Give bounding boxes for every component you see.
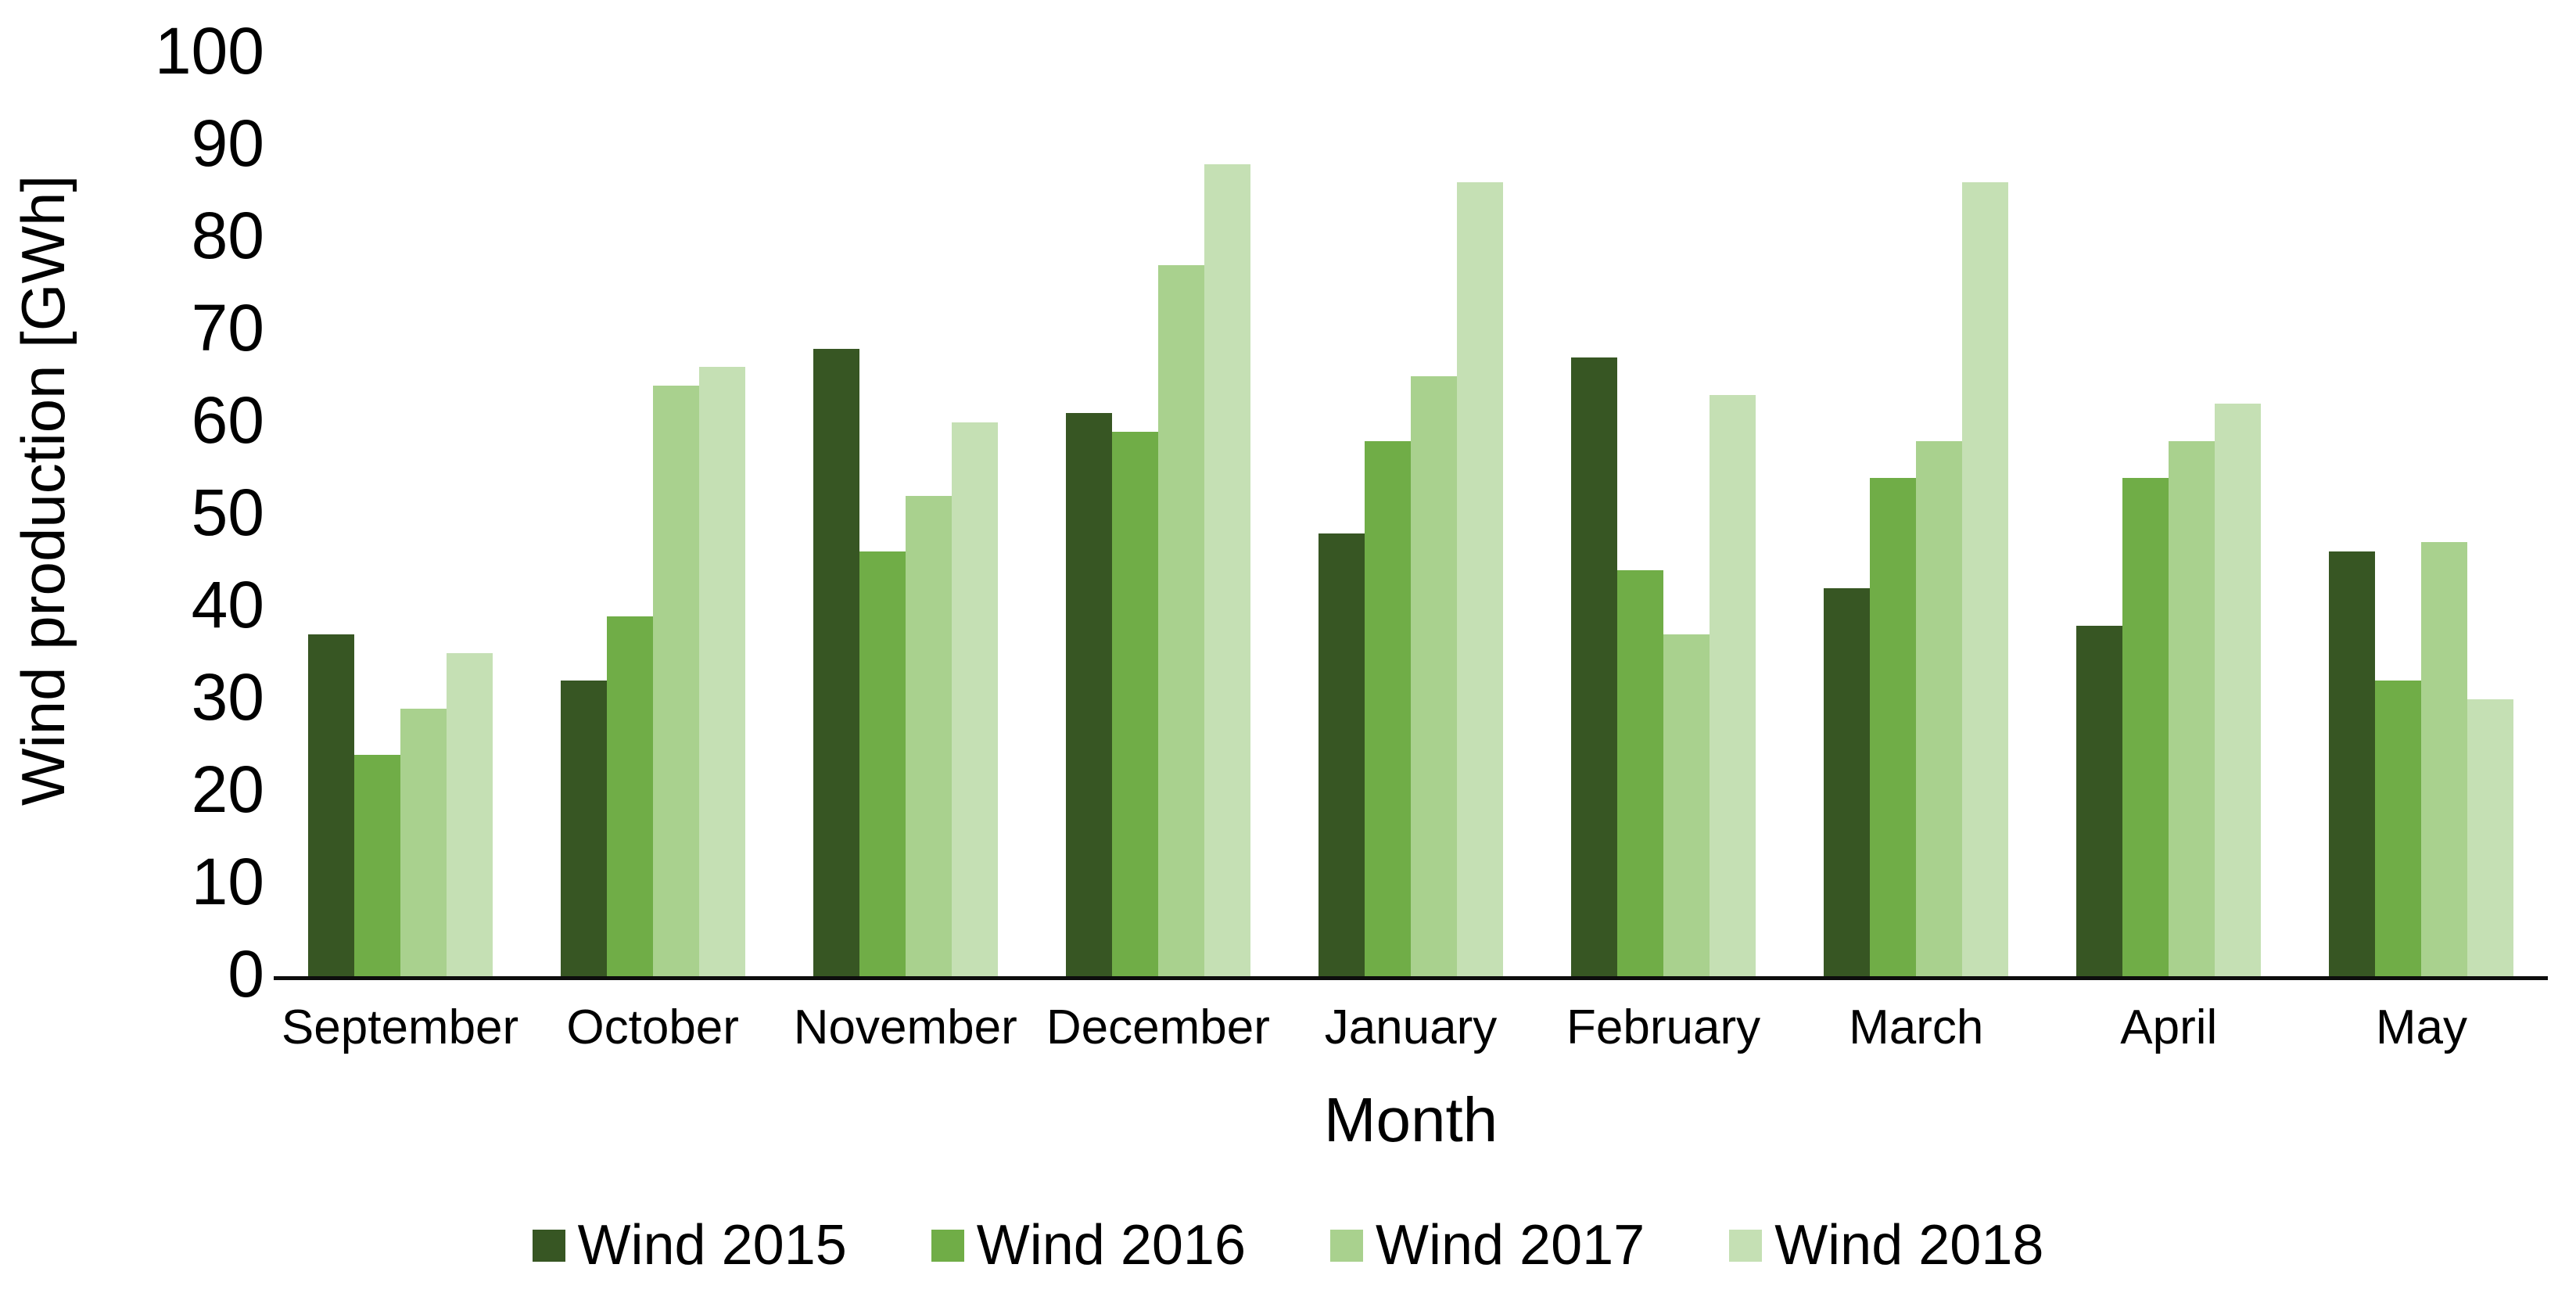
- bar-wind-2016: [353, 754, 400, 976]
- x-tick-label: April: [2120, 1000, 2218, 1054]
- x-axis-title: Month: [1323, 1085, 1498, 1155]
- bar-wind-2015: [1065, 413, 1112, 976]
- bar-wind-2015: [560, 681, 607, 976]
- bar-wind-2018: [1962, 182, 2009, 976]
- bar-group-may: May: [2295, 0, 2548, 1052]
- x-tick-label: May: [2375, 1000, 2467, 1054]
- bar-wind-2018: [698, 367, 745, 976]
- x-tick-label: September: [281, 1000, 519, 1054]
- bar-wind-2016: [1617, 569, 1664, 976]
- bar-wind-2015: [1318, 533, 1365, 976]
- y-tick-label: 60: [191, 383, 264, 457]
- bar-group-october: October: [526, 0, 779, 1052]
- bar-wind-2015: [813, 348, 859, 976]
- bar-wind-2017: [905, 496, 952, 976]
- y-tick-label: 30: [191, 660, 264, 734]
- legend-item-wind-2017: Wind 2017: [1330, 1217, 1645, 1273]
- bar-wind-2015: [307, 634, 354, 976]
- x-tick-label: January: [1324, 1000, 1498, 1054]
- bar-wind-2018: [2467, 699, 2514, 976]
- bar-wind-2017: [1157, 265, 1204, 976]
- legend: Wind 2015 Wind 2016 Wind 2017 Wind 2018: [0, 1211, 2576, 1280]
- legend-swatch: [1330, 1229, 1363, 1262]
- x-tick-label: December: [1046, 1000, 1270, 1054]
- bar-wind-2016: [1870, 477, 1917, 976]
- x-tick-label: October: [566, 1000, 739, 1054]
- bar-wind-2016: [859, 551, 906, 976]
- y-tick-label: 20: [191, 752, 264, 826]
- legend-item-wind-2015: Wind 2015: [532, 1214, 847, 1277]
- legend-swatch: [931, 1229, 964, 1262]
- bar-wind-2015: [1571, 357, 1618, 976]
- y-tick-label: 80: [191, 199, 264, 272]
- bar-groups: September October November December January F…: [274, 0, 2548, 1052]
- bar-group-march: March: [1790, 0, 2043, 1052]
- bar-wind-2015: [2329, 551, 2376, 976]
- bar-wind-2016: [1111, 431, 1158, 976]
- x-tick-label: February: [1566, 1000, 1761, 1054]
- x-tick-label: March: [1849, 1000, 1984, 1054]
- bar-wind-2018: [1710, 394, 1756, 976]
- bar-wind-2017: [400, 708, 447, 976]
- bar-wind-2016: [2375, 681, 2422, 976]
- bar-group-november: November: [779, 0, 1031, 1052]
- legend-swatch: [1729, 1229, 1763, 1262]
- bar-wind-2017: [2421, 542, 2468, 976]
- bar-wind-2016: [1364, 440, 1411, 976]
- legend-label: Wind 2018: [1774, 1214, 2044, 1277]
- bar-wind-2018: [1456, 182, 1503, 976]
- bar-wind-2018: [951, 422, 998, 976]
- y-tick-label: 50: [191, 476, 264, 549]
- bar-wind-2018: [1204, 163, 1250, 976]
- bar-wind-2017: [1663, 634, 1710, 976]
- legend-item-wind-2016: Wind 2016: [931, 1217, 1246, 1273]
- legend-label: Wind 2015: [577, 1214, 847, 1277]
- bar-wind-2017: [1916, 440, 1963, 976]
- bar-wind-2018: [446, 653, 493, 976]
- y-tick-label: 0: [228, 937, 264, 1011]
- bar-group-december: December: [1031, 0, 1284, 1052]
- bar-group-january: January: [1284, 0, 1537, 1052]
- bar-wind-2017: [2169, 440, 2215, 976]
- y-tick-label: 100: [154, 14, 264, 88]
- y-tick-label: 90: [191, 106, 264, 180]
- bar-group-february: February: [1537, 0, 1790, 1052]
- legend-swatch: [532, 1229, 565, 1262]
- y-tick-label: 40: [191, 568, 264, 641]
- bar-wind-2015: [1824, 588, 1871, 976]
- bar-wind-2016: [2122, 477, 2169, 976]
- bar-wind-2015: [2076, 625, 2123, 976]
- x-tick-label: November: [793, 1000, 1017, 1054]
- bar-wind-2018: [2215, 404, 2262, 976]
- y-tick-label: 70: [191, 291, 264, 365]
- bar-wind-2017: [1410, 376, 1457, 976]
- bar-wind-2017: [652, 385, 699, 976]
- legend-item-wind-2018: Wind 2018: [1729, 1217, 2043, 1273]
- legend-label: Wind 2016: [976, 1214, 1246, 1277]
- bar-wind-2016: [606, 616, 653, 976]
- y-tick-label: 10: [191, 845, 264, 918]
- bar-group-april: April: [2043, 0, 2295, 1052]
- plot-area: September October November December January F…: [274, 0, 2548, 1052]
- bar-group-september: September: [274, 0, 526, 1052]
- legend-label: Wind 2017: [1376, 1214, 1645, 1277]
